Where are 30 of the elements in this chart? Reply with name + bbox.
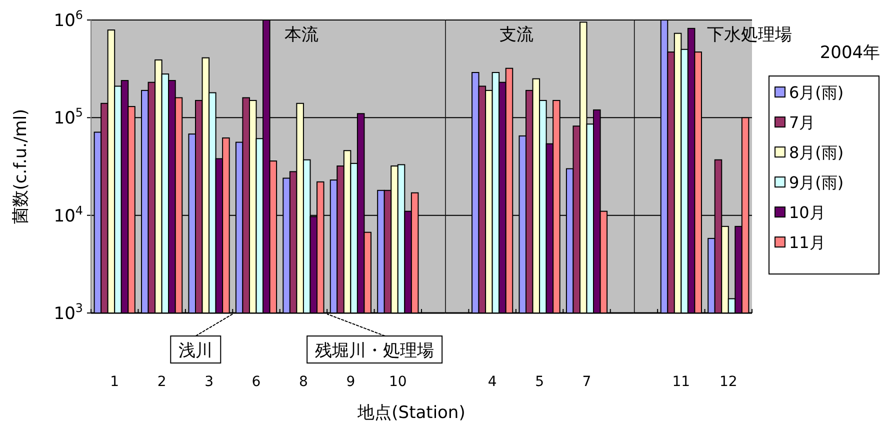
- x-tick-label: 10: [388, 374, 407, 390]
- y-tick-label: 10$^{5}$: [54, 106, 83, 129]
- annotation: 支流: [499, 25, 534, 45]
- x-tick-label: 7: [582, 374, 592, 390]
- y-tick-label: 10$^{4}$: [54, 203, 83, 226]
- x-tick-label: 9: [346, 374, 356, 390]
- y-axis-title: 菌数(c.f.u./ml): [11, 108, 31, 224]
- x-tick-label: 11: [672, 374, 690, 390]
- x-tick-label: 8: [299, 374, 308, 390]
- x-tick-label: 3: [204, 374, 214, 390]
- legend-label: 7月: [789, 113, 816, 132]
- legend-label: 6月(雨): [789, 83, 844, 102]
- legend-label: 10月: [789, 203, 826, 222]
- legend-label: 8月(雨): [789, 143, 844, 162]
- callout: 残堀川・処理場: [306, 314, 443, 364]
- x-tick-label: 1: [110, 374, 120, 390]
- legend-label: 11月: [789, 233, 826, 252]
- y-tick-label: 10$^{3}$: [54, 301, 83, 324]
- x-tick-label: 6: [252, 374, 261, 390]
- legend-label: 9月(雨): [789, 173, 844, 192]
- legend-title: 2004年: [820, 43, 880, 63]
- annotation: 下水処理場: [707, 25, 792, 45]
- annotation: 本流: [284, 25, 319, 45]
- x-tick-label: 2: [157, 374, 166, 390]
- x-tick-label: 4: [488, 374, 497, 390]
- callout: 浅川: [170, 314, 234, 364]
- x-tick-label: 5: [535, 374, 544, 390]
- y-tick-label: 10$^{6}$: [54, 8, 83, 31]
- x-tick-label: 12: [719, 374, 738, 390]
- x-axis-title: 地点(Station): [356, 403, 466, 423]
